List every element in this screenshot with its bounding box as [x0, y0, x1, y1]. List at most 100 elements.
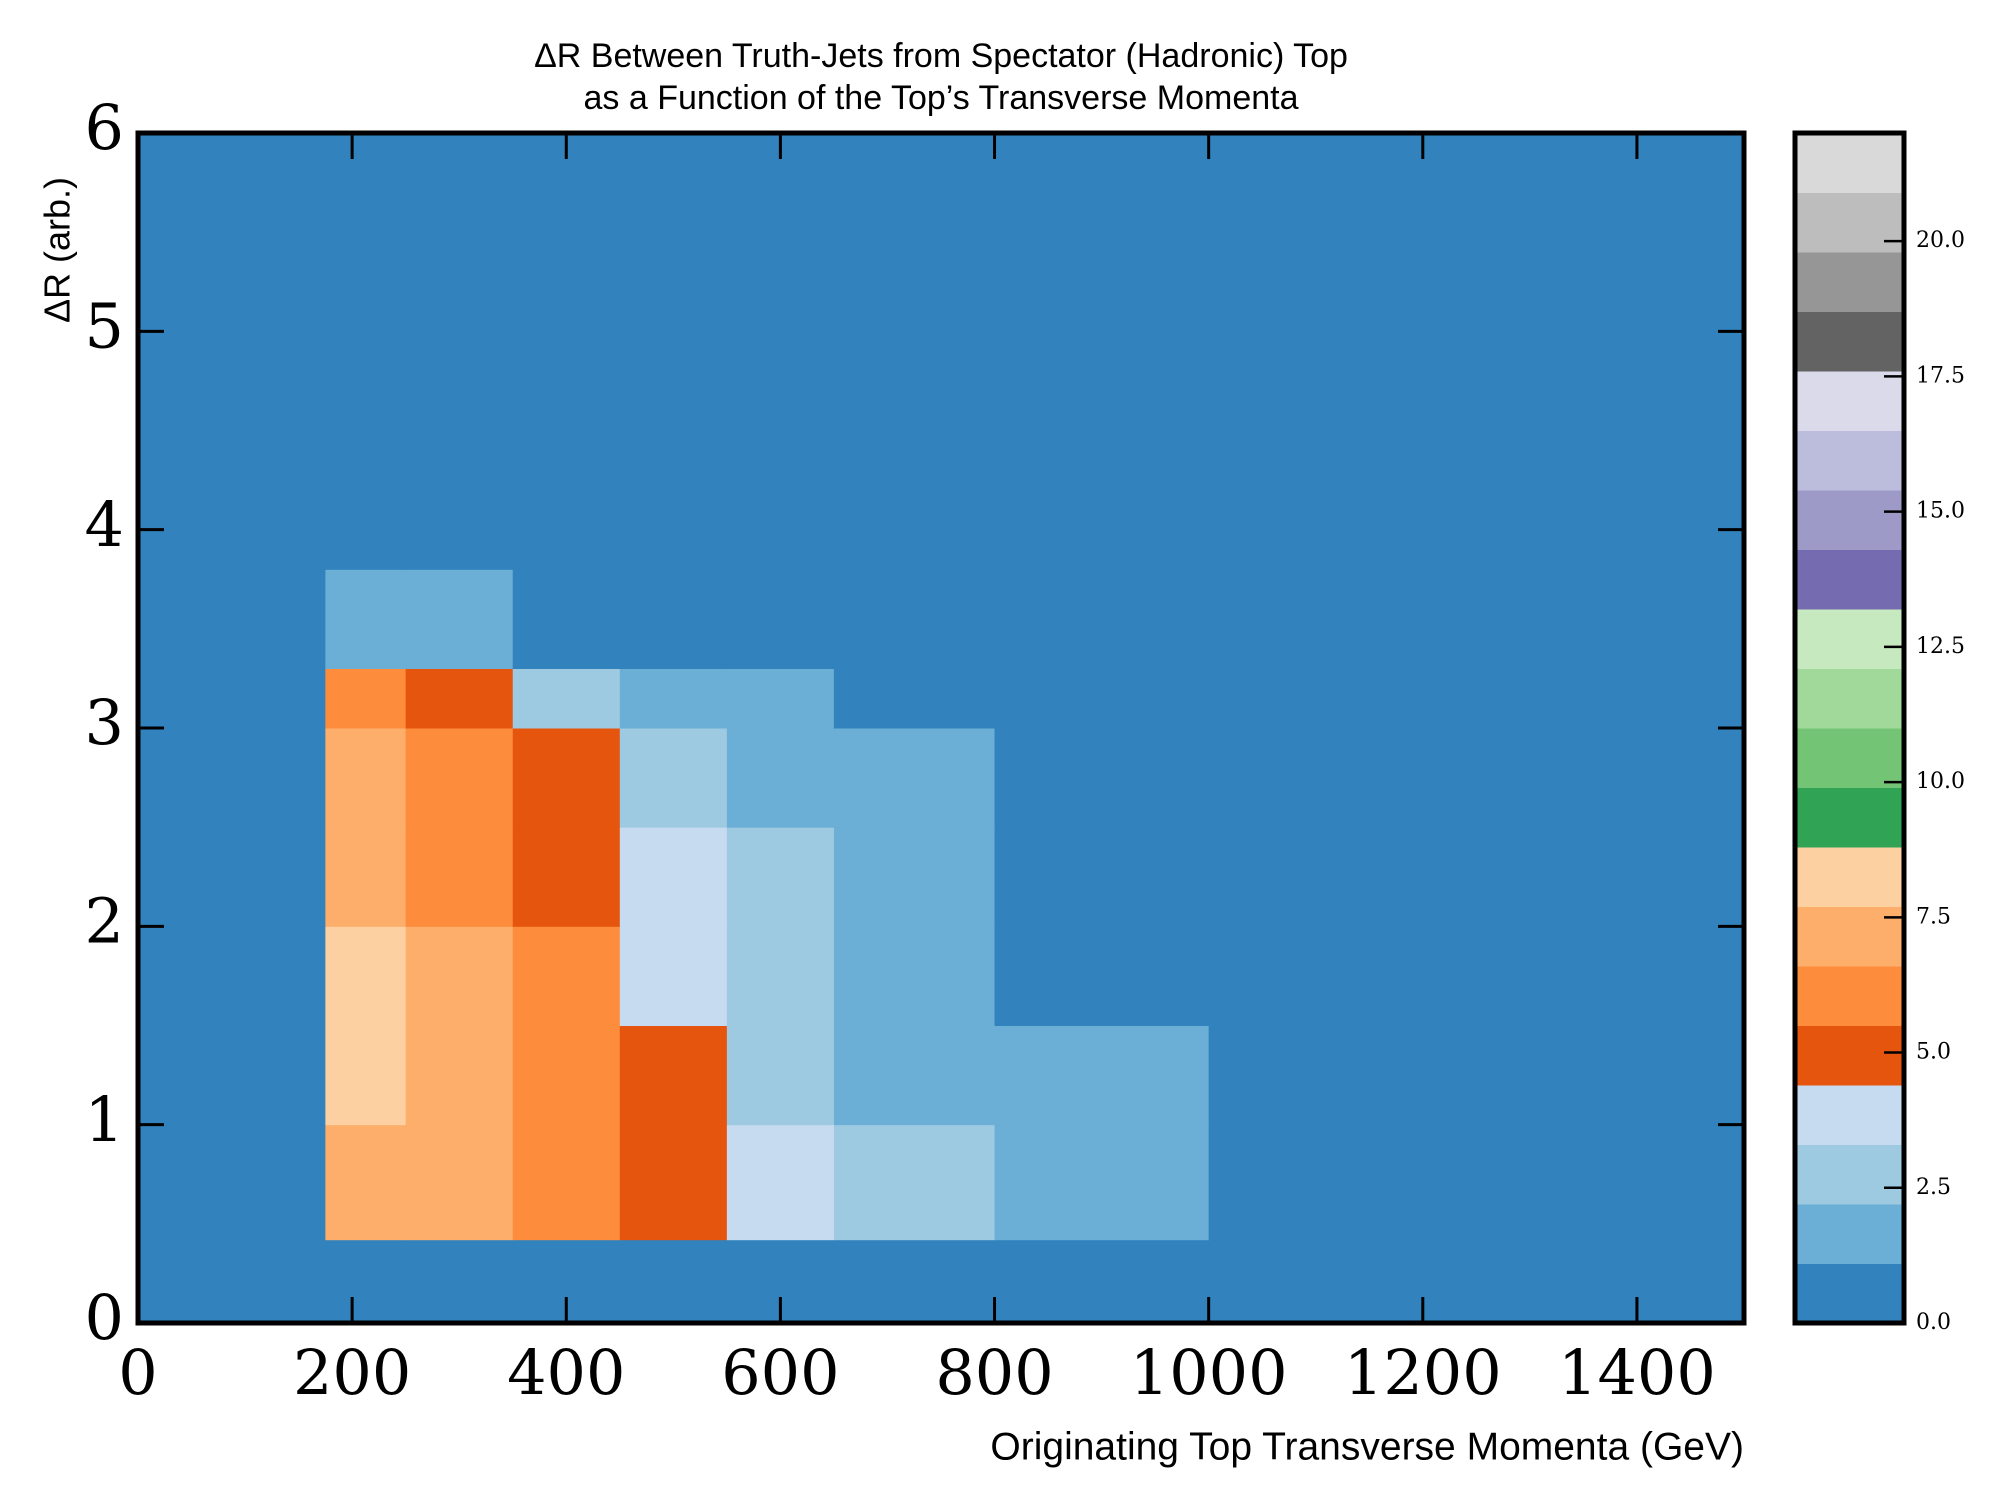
- y-axis-label: ΔR (arb.): [37, 177, 78, 323]
- heatmap-cell: [994, 133, 1210, 431]
- colorbar-band: [1795, 549, 1904, 610]
- heatmap-cell: [833, 926, 996, 1026]
- heatmap-cell: [726, 1124, 835, 1241]
- heatmap-cell: [405, 133, 514, 431]
- colorbar-tick-label: 15.0: [1916, 499, 1965, 524]
- heatmap-cell: [405, 1025, 514, 1126]
- heatmap-cell: [512, 1124, 621, 1241]
- x-tick-label: 600: [721, 1336, 839, 1409]
- heatmap-cell: [833, 827, 996, 927]
- heatmap-cell: [1208, 430, 1424, 570]
- heatmap-cell: [726, 430, 835, 570]
- heatmap-cell: [833, 728, 996, 828]
- heatmap-cell: [512, 569, 621, 669]
- heatmap-cell: [619, 430, 728, 570]
- heatmap-cell: [994, 668, 1210, 729]
- heatmap-cell: [1208, 569, 1424, 669]
- heatmap-cell: [138, 827, 326, 927]
- heatmap-cell: [325, 133, 407, 431]
- heatmap-cell: [512, 133, 621, 431]
- heatmap-cell: [138, 1025, 326, 1126]
- heatmap-cell: [405, 926, 514, 1026]
- heatmap-cell: [1422, 728, 1745, 828]
- colorbar-band: [1795, 490, 1904, 550]
- x-tick-label: 800: [935, 1336, 1053, 1409]
- heatmap-cell: [833, 668, 996, 729]
- y-tick-label: 6: [85, 91, 124, 164]
- colorbar-band: [1795, 847, 1904, 907]
- heatmap-cell: [994, 430, 1210, 570]
- plot-layer: 0 200 400 600 800 1000 1200 1400 0 1 2 3 4 5 6 0.0 2.5 5.…: [85, 91, 1965, 1409]
- heatmap-cell: [325, 569, 407, 669]
- heatmap-cell: [833, 1239, 996, 1324]
- heatmap-cell: [833, 133, 996, 431]
- colorbar-frame: [1792, 130, 1907, 1326]
- colorbar-tick-label: 5.0: [1916, 1040, 1951, 1065]
- heatmap-cell: [619, 1239, 728, 1324]
- heatmap-cell: [1422, 133, 1745, 431]
- heatmap-cell: [726, 668, 835, 729]
- heatmap-cell: [1422, 1124, 1745, 1241]
- heatmap-cell: [512, 668, 621, 729]
- heatmap-cell: [619, 569, 728, 669]
- colorbar-band: [1795, 133, 1904, 193]
- y-tick-label: 0: [85, 1281, 124, 1354]
- heatmap-cell: [619, 1025, 728, 1126]
- heatmap-cell: [994, 569, 1210, 669]
- colorbar-band: [1795, 1263, 1904, 1324]
- heatmap-cell: [1208, 1124, 1424, 1241]
- x-tick-label: 1200: [1344, 1336, 1502, 1409]
- heatmap-cell: [405, 668, 514, 729]
- colorbar-band: [1795, 311, 1904, 372]
- heatmap-cell: [138, 569, 326, 669]
- colorbar-band: [1795, 430, 1904, 491]
- colorbar-band: [1795, 252, 1904, 312]
- heatmap-cell: [994, 728, 1210, 828]
- heatmap-cell: [1422, 926, 1745, 1026]
- heatmap-cell: [512, 827, 621, 927]
- heatmap-cell: [138, 430, 326, 570]
- heatmap-cell: [325, 430, 407, 570]
- heatmap-cell: [1422, 827, 1745, 927]
- y-tick-label: 1: [85, 1083, 124, 1156]
- x-tick-label: 1400: [1558, 1336, 1716, 1409]
- colorbar-band: [1795, 1144, 1904, 1205]
- heatmap-cell: [405, 569, 514, 669]
- x-tick-label: 200: [293, 1336, 411, 1409]
- colorbar-tick-label: 2.5: [1916, 1175, 1951, 1200]
- y-tick-label: 4: [85, 488, 124, 561]
- heatmap-cell: [405, 827, 514, 927]
- heatmap-cell: [1208, 827, 1424, 927]
- heatmap-cell: [405, 728, 514, 828]
- heatmap-cell: [619, 926, 728, 1026]
- heatmap-cell: [994, 1025, 1210, 1126]
- colorbar-band: [1795, 1085, 1904, 1145]
- y-tick-label: 2: [85, 884, 124, 957]
- heatmap-cell: [726, 1025, 835, 1126]
- heatmap-cell: [405, 430, 514, 570]
- heatmap-cell: [619, 827, 728, 927]
- heatmap-cell: [325, 1239, 407, 1324]
- colorbar-band: [1795, 906, 1904, 967]
- colorbar-band: [1795, 966, 1904, 1026]
- colorbar-band: [1795, 787, 1904, 848]
- heatmap-cell: [833, 1124, 996, 1241]
- heatmap-cell: [833, 1025, 996, 1126]
- heatmap-cell: [619, 133, 728, 431]
- heatmap-cell: [1422, 1025, 1745, 1126]
- x-tick-label: 0: [118, 1336, 157, 1409]
- colorbar-band: [1795, 192, 1904, 253]
- heatmap-cell: [325, 827, 407, 927]
- heatmap-cell: [994, 1239, 1210, 1324]
- heatmap-cell: [1208, 926, 1424, 1026]
- colorbar-tick-label: 20.0: [1916, 228, 1965, 253]
- colorbar-tick-label: 10.0: [1916, 769, 1965, 794]
- heatmap-cell: [726, 728, 835, 828]
- colorbar-tick-label: 17.5: [1916, 363, 1965, 388]
- heatmap-cell: [1208, 1025, 1424, 1126]
- colorbar-band: [1795, 609, 1904, 669]
- heatmap-cell: [726, 926, 835, 1026]
- heatmap-cell: [619, 668, 728, 729]
- heatmap-cell: [325, 926, 407, 1026]
